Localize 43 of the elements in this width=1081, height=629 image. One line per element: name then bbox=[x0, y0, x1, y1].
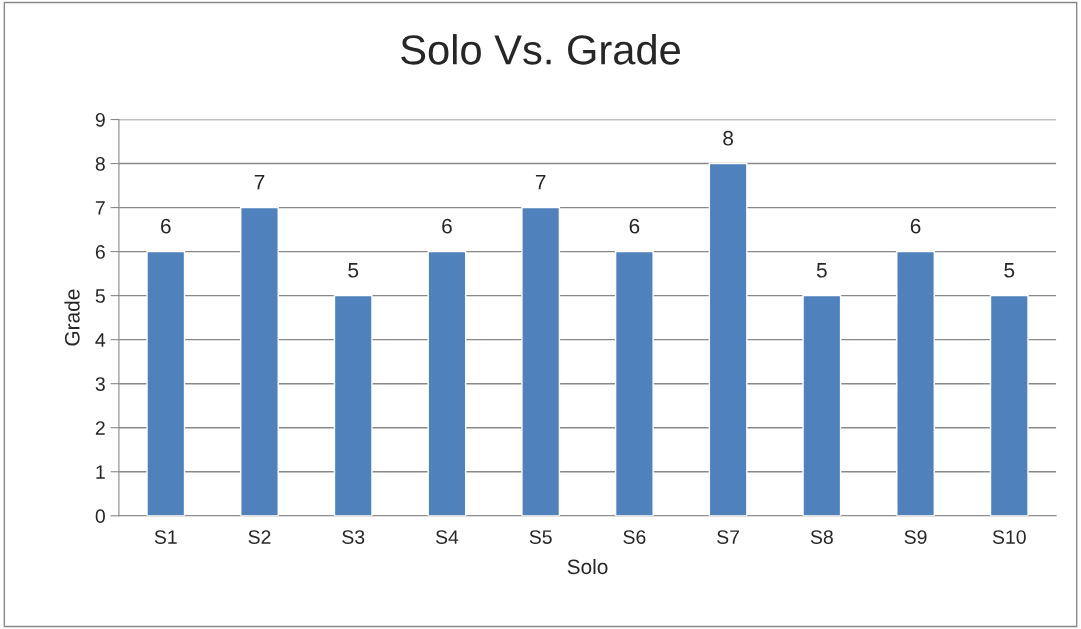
data-label: 8 bbox=[723, 130, 733, 146]
x-tick-label: S10 bbox=[992, 530, 1026, 544]
bar bbox=[896, 250, 935, 516]
bar bbox=[802, 294, 842, 516]
y-tick-label: 5 bbox=[95, 289, 105, 303]
chart-title: Solo Vs. Grade bbox=[401, 34, 680, 65]
x-tick-label: S6 bbox=[623, 530, 646, 544]
data-label: 7 bbox=[254, 175, 265, 190]
data-label: 6 bbox=[442, 218, 452, 234]
y-tick-label: 1 bbox=[96, 465, 105, 479]
data-label: 6 bbox=[161, 218, 171, 234]
data-label: 5 bbox=[816, 263, 827, 278]
y-tick-label: 7 bbox=[95, 201, 105, 215]
y-tick-label: 9 bbox=[95, 112, 105, 127]
data-label: 6 bbox=[629, 218, 640, 234]
x-tick-label: S3 bbox=[342, 530, 365, 544]
data-label: 5 bbox=[348, 263, 359, 278]
y-tick-label: 2 bbox=[95, 421, 105, 435]
y-tick-label: 8 bbox=[95, 157, 105, 171]
bar bbox=[614, 250, 654, 516]
y-axis-title: Grade bbox=[64, 289, 80, 346]
x-tick-label: S5 bbox=[529, 530, 552, 544]
x-tick-label: S4 bbox=[435, 530, 459, 544]
data-label: 6 bbox=[910, 218, 921, 234]
bar bbox=[427, 250, 467, 516]
data-label: 5 bbox=[1004, 263, 1015, 278]
x-tick-label: S1 bbox=[154, 530, 177, 544]
bar bbox=[146, 250, 186, 516]
x-tick-label: S9 bbox=[904, 530, 927, 544]
y-tick-label: 0 bbox=[95, 509, 105, 524]
x-axis-title: Solo bbox=[567, 558, 608, 575]
bar bbox=[989, 294, 1029, 516]
x-tick-label: S8 bbox=[810, 530, 833, 544]
bar bbox=[240, 206, 279, 516]
bar bbox=[521, 206, 561, 516]
y-tick-label: 4 bbox=[95, 333, 106, 347]
data-label: 7 bbox=[535, 175, 546, 190]
bar bbox=[708, 162, 748, 516]
x-tick-label: S2 bbox=[248, 530, 271, 544]
bar bbox=[333, 294, 373, 516]
x-tick-label: S7 bbox=[717, 530, 740, 544]
y-tick-label: 6 bbox=[95, 245, 105, 259]
y-tick-label: 3 bbox=[95, 377, 105, 391]
